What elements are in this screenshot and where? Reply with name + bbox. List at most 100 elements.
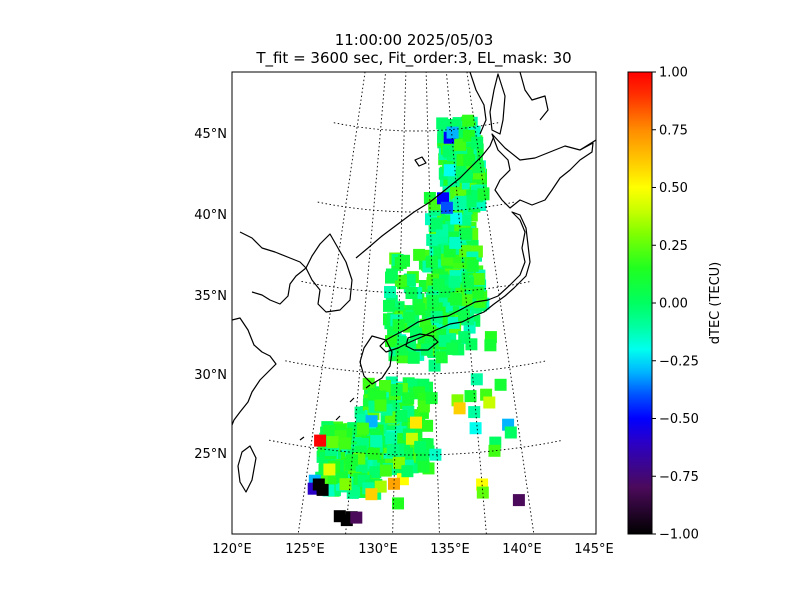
dtec-cell	[470, 373, 483, 386]
dtec-cell	[386, 445, 399, 457]
dtec-cell	[323, 463, 336, 476]
coastline-russia-primorye	[355, 135, 495, 259]
lon-tick-label: 135°E	[430, 542, 470, 557]
dtec-cell	[460, 294, 473, 307]
dtec-cell	[466, 259, 479, 272]
dtec-cell	[447, 174, 460, 187]
dtec-cell	[385, 268, 398, 281]
dtec-cell	[383, 299, 395, 312]
dtec-cell	[458, 309, 470, 322]
dtec-cell	[504, 426, 517, 439]
dtec-cell	[442, 145, 455, 158]
dtec-cell	[488, 444, 501, 457]
dtec-cell	[440, 201, 453, 214]
lon-tick-label: 130°E	[358, 542, 398, 557]
coastline-korea	[305, 233, 353, 313]
coastline-taiwan	[237, 445, 257, 493]
dtec-cell	[414, 440, 427, 453]
dtec-cell	[370, 435, 383, 448]
colorbar-tick-label: 0.25	[659, 239, 688, 254]
dtec-cell	[367, 447, 380, 460]
dtec-cell	[405, 287, 418, 299]
dtec-cell	[312, 478, 325, 491]
lat-tick-label: 30°N	[194, 368, 227, 383]
coastline-bohai	[239, 231, 307, 305]
dtec-cell	[471, 136, 484, 149]
dtec-cell	[446, 126, 459, 139]
lon-tick-label: 125°E	[285, 542, 325, 557]
dtec-cell	[429, 448, 442, 461]
colorbar-tick-label: −1.00	[659, 528, 699, 543]
coastline-sakhalin	[489, 73, 506, 135]
dtec-cell	[339, 478, 352, 491]
dtec-cell	[450, 212, 463, 225]
dtec-cell	[421, 419, 434, 432]
coastline-ryukyu	[299, 384, 371, 441]
dtec-cell	[425, 255, 438, 268]
figure-title-line1: 11:00:00 2025/05/03	[334, 31, 494, 49]
dtec-cell	[356, 422, 369, 435]
coastlines	[232, 72, 596, 493]
dtec-cell	[437, 192, 449, 205]
dtec-cell	[413, 248, 426, 261]
coastline-sado	[414, 156, 427, 167]
dtec-cell	[339, 437, 352, 450]
dtec-cell	[436, 117, 449, 130]
coastline-kyushu	[359, 335, 393, 385]
dtec-cell	[401, 465, 414, 478]
coastline-russia-north	[469, 72, 487, 135]
lat-tick-label: 45°N	[194, 127, 227, 142]
dtec-cell	[433, 247, 446, 260]
colorbar-label: dTEC (TECU)	[708, 262, 723, 345]
dtec-cell	[314, 434, 327, 447]
dtec-cell	[446, 342, 459, 355]
dtec-cell	[365, 488, 378, 501]
colorbar-tick-label: −0.75	[659, 470, 699, 485]
dtec-cell	[443, 164, 456, 177]
dtec-cell	[461, 276, 474, 289]
dtec-cell	[379, 380, 391, 392]
dtec-cell	[512, 494, 525, 507]
parallel-line	[301, 280, 531, 294]
dtec-cell	[392, 319, 405, 332]
coastline-china	[232, 317, 277, 426]
parallel-line	[269, 439, 563, 456]
dtec-cell	[398, 254, 410, 267]
dtec-cell	[374, 480, 387, 493]
dtec-cell	[454, 195, 467, 208]
dtec-cell	[435, 351, 448, 364]
colorbar-tick-label: 0.00	[659, 297, 688, 312]
dtec-cell	[450, 293, 463, 306]
dtec-cell	[350, 511, 363, 524]
dtec-cell	[323, 424, 336, 437]
graticule	[269, 72, 563, 534]
dtec-cell	[477, 188, 490, 201]
lon-tick-label: 140°E	[502, 542, 542, 557]
colorbar-tick-label: 1.00	[659, 66, 688, 81]
dtec-cell	[385, 432, 398, 445]
longitude-tick-labels: 120°E 125°E 130°E 135°E 140°E 145°E	[212, 542, 614, 557]
dtec-cell	[462, 114, 475, 127]
dtec-cell	[430, 217, 443, 230]
lon-tick-label: 120°E	[212, 542, 252, 557]
dtec-cell	[362, 377, 375, 390]
dtec-cell	[374, 399, 387, 412]
dtec-cell	[448, 275, 461, 288]
coastline-russia-east	[519, 72, 549, 121]
dtec-cell	[407, 351, 420, 364]
dtec-cell	[502, 418, 515, 431]
dtec-cell	[494, 378, 507, 391]
dtec-cell	[390, 383, 403, 396]
dtec-cell	[426, 233, 439, 246]
dtec-cell	[426, 294, 439, 307]
dtec-cell	[402, 392, 415, 405]
coastline-honshu	[379, 211, 531, 353]
dtec-cell	[465, 338, 478, 351]
dtec-cell	[432, 278, 445, 291]
dtec-cell	[460, 227, 473, 240]
colorbar-tick-label: 0.50	[659, 181, 688, 196]
dtec-cell	[464, 195, 477, 208]
dtec-cell	[460, 170, 473, 183]
colorbar	[627, 71, 653, 535]
coastline-shikoku	[405, 333, 439, 351]
